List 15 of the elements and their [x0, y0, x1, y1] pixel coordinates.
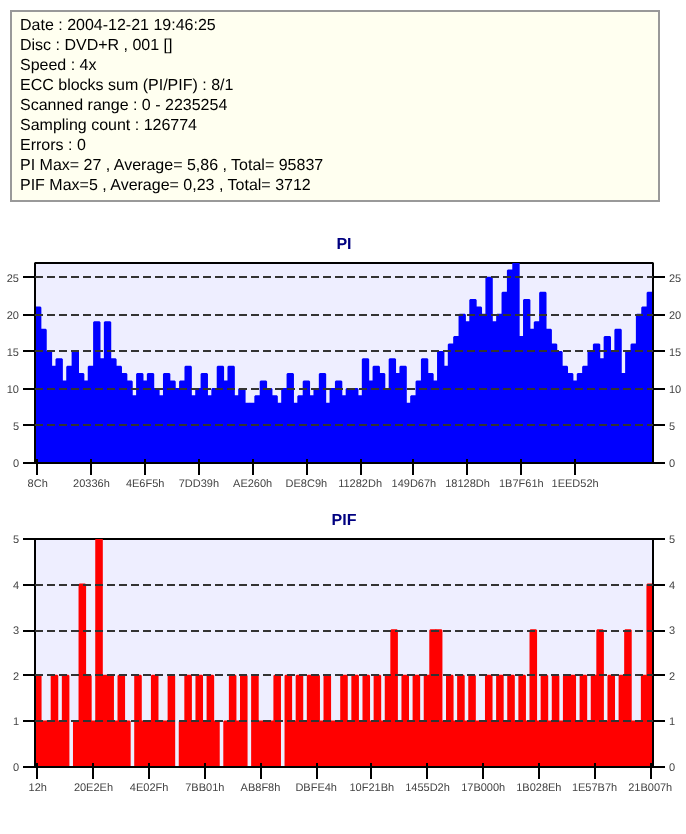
chart-title: PIF [331, 511, 357, 529]
text: Errors : 0 [20, 136, 88, 156]
text: Sampling count : 126774 [20, 116, 200, 136]
text: Date : 2004-12-21 19:46:25 [20, 16, 218, 36]
bar [273, 674, 281, 767]
chart-title: PI [336, 235, 352, 253]
text: ECC blocks sum (PI/PIF) : 8/1 [20, 76, 236, 96]
text: PIF Max=5 , Average= 0,23 , Total= 3712 [20, 176, 313, 196]
text: Scanned range : 0 - 2235254 [20, 96, 230, 116]
text: Disc : DVD+R , 001 [] [20, 36, 175, 56]
bar [624, 629, 632, 767]
bar [568, 674, 577, 767]
text: Speed : 4x [20, 56, 99, 76]
bar [61, 674, 70, 767]
text: PI Max= 27 , Average= 5,86 , Total= 95837 [20, 156, 326, 176]
